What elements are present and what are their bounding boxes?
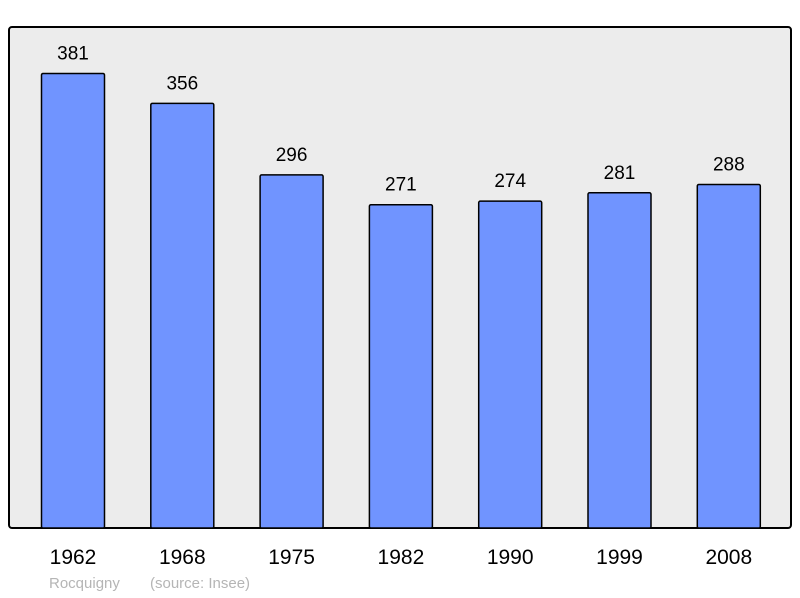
data-label-1975: 296 bbox=[276, 145, 308, 166]
x-tick-1999: 1999 bbox=[596, 546, 643, 569]
x-tick-1982: 1982 bbox=[378, 546, 425, 569]
bar-1982 bbox=[368, 203, 434, 529]
place-name: Rocquigny bbox=[49, 575, 120, 592]
x-tick-1962: 1962 bbox=[50, 546, 97, 569]
bar-2008 bbox=[696, 183, 762, 529]
data-label-1999: 281 bbox=[604, 163, 636, 184]
x-tick-1990: 1990 bbox=[487, 546, 534, 569]
x-tick-1968: 1968 bbox=[159, 546, 206, 569]
bar-1968 bbox=[150, 102, 215, 529]
data-label-1982: 271 bbox=[385, 175, 417, 196]
data-label-1990: 274 bbox=[494, 171, 526, 192]
source-note: (source: Insee) bbox=[150, 575, 251, 592]
bar-1962 bbox=[40, 72, 106, 529]
data-label-2008: 288 bbox=[713, 154, 745, 175]
x-tick-1975: 1975 bbox=[268, 546, 315, 569]
bar-1990 bbox=[477, 200, 543, 529]
data-label-1962: 381 bbox=[57, 44, 89, 65]
bar-1975 bbox=[259, 174, 324, 529]
bar-1999 bbox=[587, 192, 652, 529]
x-tick-2008: 2008 bbox=[705, 546, 752, 569]
data-label-1968: 356 bbox=[166, 73, 198, 94]
